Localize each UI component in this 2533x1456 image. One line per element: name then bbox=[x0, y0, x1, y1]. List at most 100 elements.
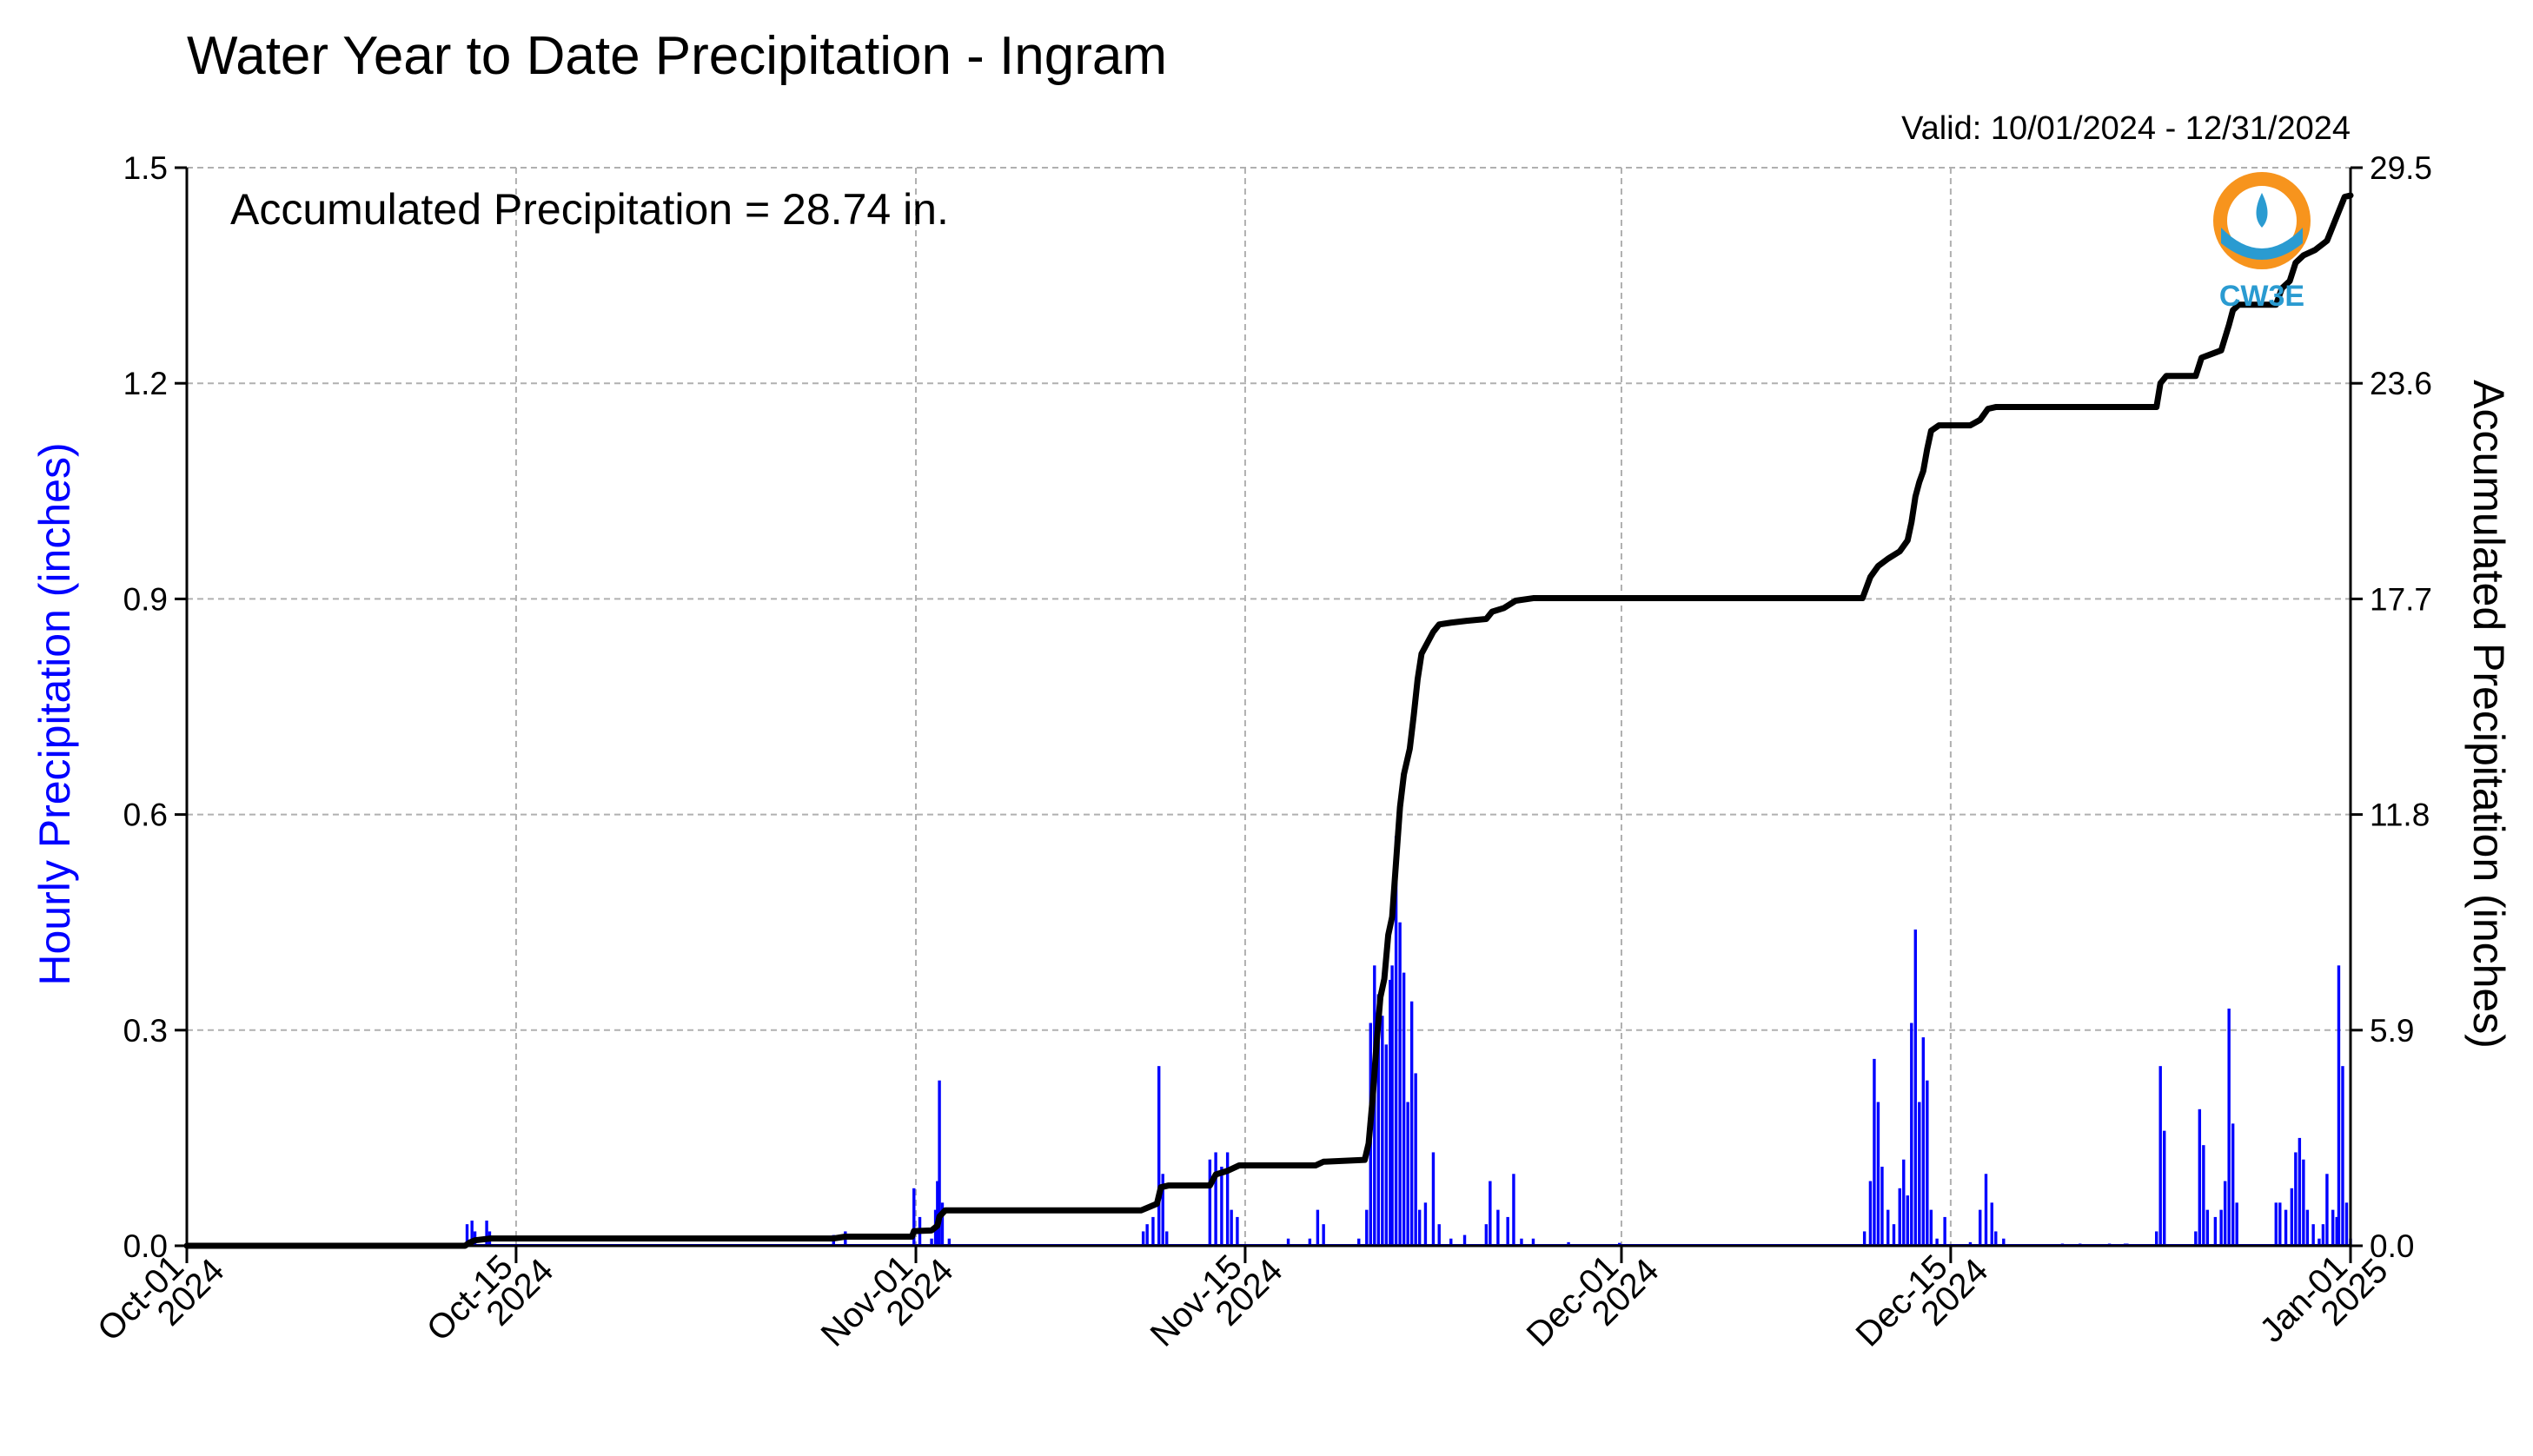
precip-bar bbox=[1394, 836, 1398, 1246]
precip-bar bbox=[1876, 1102, 1880, 1246]
precip-bar bbox=[1531, 1238, 1535, 1246]
precip-bar bbox=[1322, 1224, 1325, 1246]
precip-bar bbox=[2158, 1066, 2162, 1246]
precip-bar bbox=[1892, 1224, 1896, 1246]
precip-bar bbox=[2278, 1202, 2282, 1246]
precip-bar bbox=[1409, 1001, 1414, 1246]
precip-bar bbox=[2341, 1066, 2344, 1246]
left-tick-label: 1.5 bbox=[123, 150, 168, 186]
precip-bar bbox=[2231, 1123, 2235, 1246]
logo-ring bbox=[2213, 172, 2311, 269]
accumulated-line bbox=[183, 192, 2354, 1249]
precip-bar bbox=[1402, 972, 1406, 1246]
precip-bar bbox=[1489, 1181, 1492, 1246]
precip-bar bbox=[1462, 1234, 1467, 1246]
precip-bar bbox=[1230, 1209, 1233, 1246]
left-tick-label: 0.0 bbox=[123, 1228, 168, 1264]
precip-bar bbox=[1862, 1231, 1867, 1246]
precip-bar bbox=[2317, 1238, 2321, 1246]
precip-bar bbox=[2294, 1152, 2298, 1246]
precip-bar bbox=[1384, 1044, 1389, 1246]
precip-bar bbox=[1365, 1209, 1369, 1246]
right-tick-label: 11.8 bbox=[2370, 797, 2430, 833]
precip-bar bbox=[1520, 1238, 1523, 1246]
precip-bar bbox=[1910, 1023, 1913, 1246]
precip-bar bbox=[1376, 994, 1380, 1246]
precip-bar bbox=[1968, 1241, 1973, 1246]
precip-bar bbox=[485, 1221, 488, 1246]
precip-bar bbox=[2302, 1159, 2305, 1246]
right-tick-label: 29.5 bbox=[2370, 150, 2432, 186]
valid-range: Valid: 10/01/2024 - 12/31/2024 bbox=[1901, 110, 2351, 147]
cw3e-logo: CW3E bbox=[2213, 172, 2311, 313]
right-tick-label: 23.6 bbox=[2370, 366, 2432, 401]
precip-bar bbox=[1398, 922, 1402, 1246]
precip-bar bbox=[1357, 1238, 1361, 1246]
precip-bar bbox=[1886, 1209, 1890, 1246]
precip-bar bbox=[2213, 1216, 2218, 1246]
precip-bar bbox=[1423, 1202, 1428, 1246]
precip-bar bbox=[1141, 1231, 1145, 1246]
chart-title: Water Year to Date Precipitation - Ingra… bbox=[187, 26, 1167, 86]
precip-bar bbox=[2284, 1209, 2288, 1246]
precip-bar bbox=[2321, 1224, 2325, 1246]
left-tick-label: 0.3 bbox=[123, 1013, 168, 1049]
left-tick-label: 1.2 bbox=[123, 366, 168, 401]
precip-bar bbox=[1225, 1152, 1230, 1246]
precip-bar bbox=[2219, 1209, 2223, 1246]
precip-bar bbox=[912, 1188, 916, 1246]
precip-bar bbox=[1979, 1209, 1982, 1246]
right-tick-label: 17.7 bbox=[2370, 581, 2432, 617]
precip-bar bbox=[1984, 1174, 1988, 1246]
precip-bar bbox=[2337, 965, 2341, 1246]
precip-bar bbox=[1151, 1216, 1155, 1246]
logo-drop bbox=[2256, 193, 2268, 228]
precip-bar bbox=[1414, 1073, 1417, 1246]
precip-bar bbox=[936, 1181, 939, 1246]
logo-wave bbox=[2221, 228, 2303, 260]
precip-bar bbox=[2274, 1202, 2278, 1246]
precip-bar bbox=[1906, 1195, 1909, 1246]
precip-bar bbox=[2331, 1209, 2335, 1246]
precip-bar bbox=[938, 1080, 941, 1246]
precip-bar bbox=[1286, 1238, 1290, 1246]
right-tick-label: 5.9 bbox=[2370, 1013, 2414, 1049]
precip-bar bbox=[1417, 1209, 1422, 1246]
precip-bar bbox=[1990, 1202, 1993, 1246]
precip-bar bbox=[1994, 1231, 1998, 1246]
precip-bar bbox=[1449, 1238, 1453, 1246]
precip-bar bbox=[1929, 1209, 1933, 1246]
precip-bar bbox=[1236, 1216, 1239, 1246]
precip-bar bbox=[1165, 1231, 1169, 1246]
precip-bar bbox=[1406, 1102, 1409, 1246]
precip-bar bbox=[2290, 1188, 2294, 1246]
precip-bar bbox=[940, 1202, 945, 1246]
precip-bar bbox=[470, 1221, 474, 1246]
left-tick-label: 0.9 bbox=[123, 581, 168, 617]
precip-bar bbox=[2298, 1137, 2302, 1246]
precip-bar bbox=[947, 1238, 952, 1246]
precip-bar bbox=[2205, 1209, 2210, 1246]
precip-bar bbox=[1220, 1166, 1223, 1246]
precip-bar bbox=[2223, 1181, 2227, 1246]
precip-bar bbox=[1873, 1058, 1876, 1246]
precip-bar bbox=[1145, 1224, 1149, 1246]
precip-bar bbox=[1437, 1224, 1441, 1246]
precip-bar bbox=[1390, 965, 1394, 1246]
precip-bar bbox=[1902, 1159, 1906, 1246]
precip-bar bbox=[2227, 1008, 2231, 1246]
precip-bar bbox=[2155, 1231, 2158, 1246]
precip-bar bbox=[2305, 1209, 2310, 1246]
precip-bar bbox=[1208, 1159, 1212, 1246]
precip-bar bbox=[2198, 1109, 2202, 1246]
accumulated-line-group bbox=[183, 192, 2354, 1249]
precip-bar bbox=[2344, 1202, 2349, 1246]
precip-bar bbox=[1918, 1102, 1921, 1246]
precip-bar bbox=[2235, 1202, 2238, 1246]
precip-bar bbox=[2335, 1216, 2338, 1246]
logo-text: CW3E bbox=[2219, 280, 2304, 313]
precip-bar bbox=[2311, 1224, 2315, 1246]
precip-bar bbox=[1868, 1181, 1873, 1246]
